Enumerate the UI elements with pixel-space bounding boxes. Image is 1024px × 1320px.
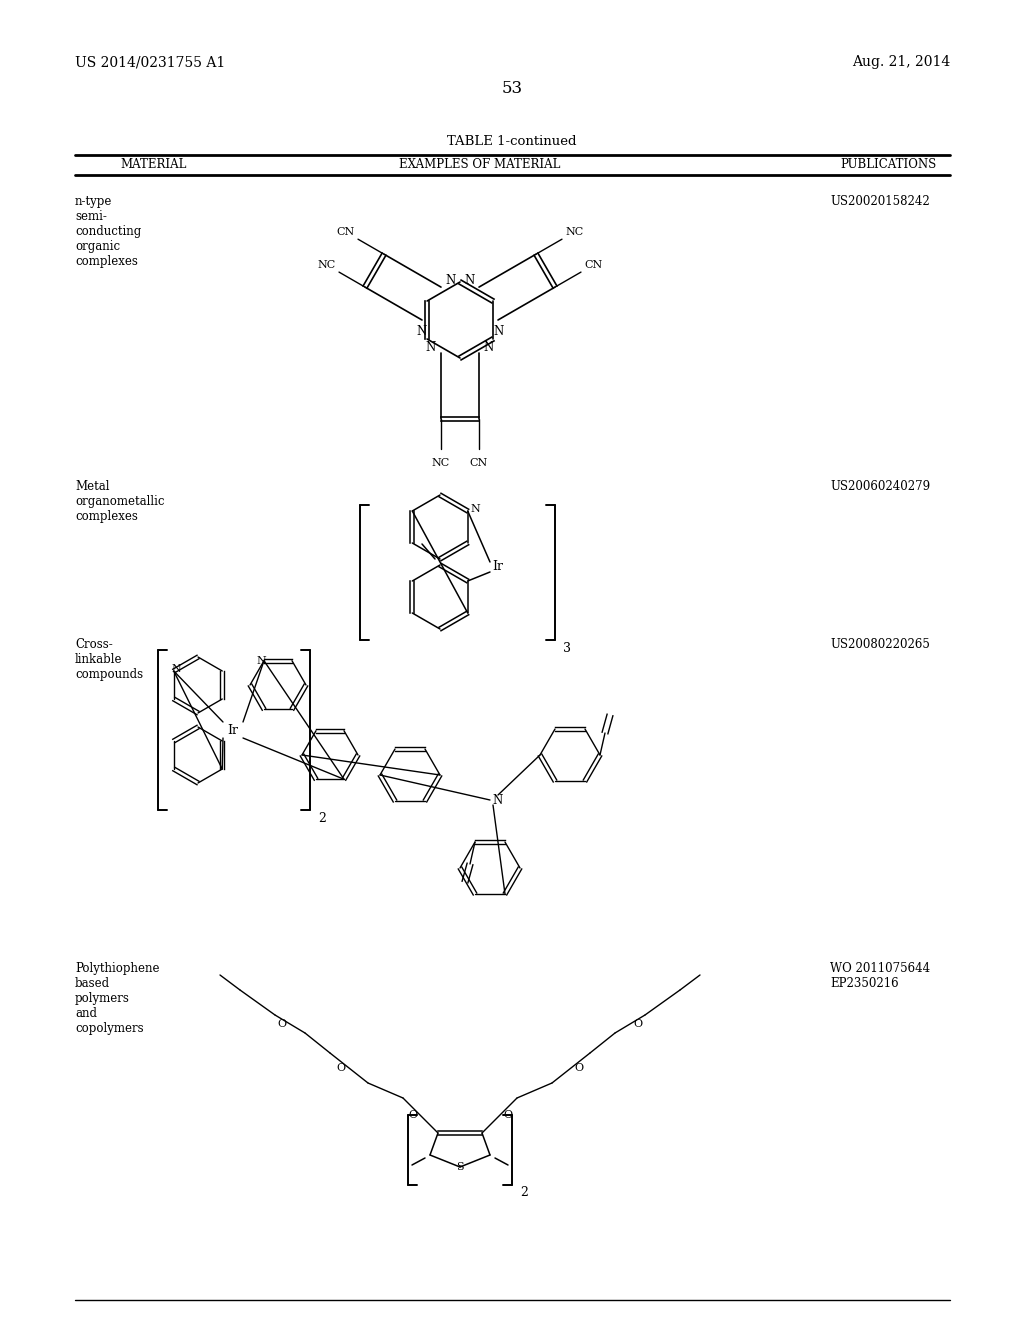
Text: EXAMPLES OF MATERIAL: EXAMPLES OF MATERIAL (399, 158, 561, 172)
Text: N: N (484, 342, 495, 354)
Text: 53: 53 (502, 81, 522, 96)
Text: S: S (456, 1162, 464, 1172)
Text: N: N (172, 664, 181, 675)
Text: NC: NC (317, 260, 336, 271)
Text: CN: CN (584, 260, 602, 271)
Text: N: N (426, 342, 436, 354)
Text: Cross-
linkable
compounds: Cross- linkable compounds (75, 638, 143, 681)
Text: Ir: Ir (493, 561, 504, 573)
Text: US20020158242: US20020158242 (830, 195, 930, 209)
Text: N: N (256, 656, 266, 665)
Text: PUBLICATIONS: PUBLICATIONS (840, 158, 936, 172)
Text: O: O (574, 1063, 584, 1073)
Text: TABLE 1-continued: TABLE 1-continued (447, 135, 577, 148)
Text: US20060240279: US20060240279 (830, 480, 930, 492)
Text: CN: CN (470, 458, 488, 467)
Text: N: N (465, 275, 475, 288)
Text: Polythiophene
based
polymers
and
copolymers: Polythiophene based polymers and copolym… (75, 962, 160, 1035)
Text: N: N (416, 325, 426, 338)
Text: WO 2011075644
EP2350216: WO 2011075644 EP2350216 (830, 962, 930, 990)
Text: 2: 2 (318, 812, 326, 825)
Text: O: O (503, 1110, 512, 1121)
Text: O: O (337, 1063, 345, 1073)
Text: Ir: Ir (227, 723, 239, 737)
Text: 3: 3 (563, 642, 571, 655)
Text: Aug. 21, 2014: Aug. 21, 2014 (852, 55, 950, 69)
Text: n-type
semi-
conducting
organic
complexes: n-type semi- conducting organic complexe… (75, 195, 141, 268)
Text: N: N (471, 504, 480, 513)
Text: O: O (278, 1019, 287, 1030)
Text: 2: 2 (520, 1187, 528, 1200)
Text: Metal
organometallic
complexes: Metal organometallic complexes (75, 480, 165, 523)
Text: O: O (634, 1019, 643, 1030)
Text: MATERIAL: MATERIAL (120, 158, 186, 172)
Text: NC: NC (565, 227, 584, 238)
Text: CN: CN (337, 227, 355, 238)
Text: N: N (445, 275, 456, 288)
Text: N: N (493, 793, 503, 807)
Text: N: N (494, 325, 504, 338)
Text: US20080220265: US20080220265 (830, 638, 930, 651)
Text: O: O (408, 1110, 417, 1121)
Text: NC: NC (432, 458, 451, 467)
Text: US 2014/0231755 A1: US 2014/0231755 A1 (75, 55, 225, 69)
